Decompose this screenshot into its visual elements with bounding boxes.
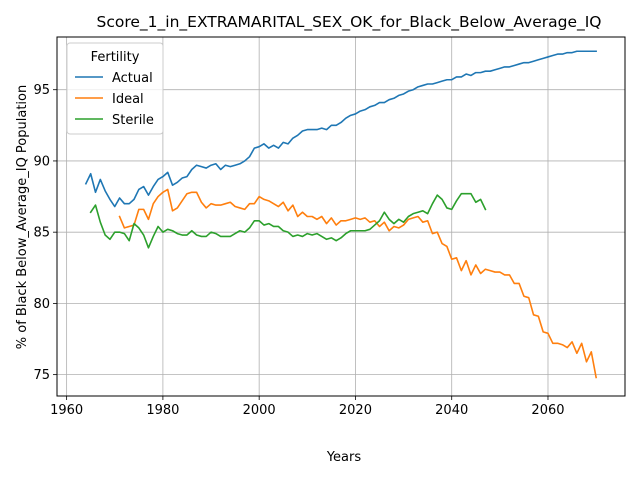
x-tick-label: 2040 [435,403,468,418]
legend-entry-label: Ideal [112,92,144,107]
y-tick-label: 85 [33,226,50,241]
x-tick-label: 1980 [146,403,179,418]
y-tick-label: 90 [33,154,50,169]
y-tick-label: 80 [33,297,50,312]
axis-ticks: 1960 1980 2000 2020 2040 2060 75 80 85 90 95 [33,83,564,418]
x-tick-label: 2000 [243,403,276,418]
series-line-sterile [89,192,487,249]
legend-entry-label: Actual [112,71,153,86]
legend-entry-label: Sterile [112,113,154,128]
series-line-actual [84,50,597,208]
y-axis-label: % of Black Below_Average_IQ Population [15,85,30,349]
y-tick-label: 75 [33,368,50,383]
x-tick-label: 2020 [339,403,372,418]
series-line-ideal [118,188,598,379]
plot-frame [56,36,626,397]
x-tick-label: 1960 [50,403,83,418]
x-axis-label: Years [326,450,362,465]
grid [57,37,625,396]
legend-box [66,42,164,135]
legend: Fertility Actual Ideal Sterile [66,42,164,135]
series-lines [84,50,598,379]
legend-title: Fertility [91,50,140,65]
chart-title: Score_1_in_EXTRAMARITAL_SEX_OK_for_Black… [97,13,602,32]
y-tick-label: 95 [33,83,50,98]
x-tick-label: 2060 [531,403,564,418]
